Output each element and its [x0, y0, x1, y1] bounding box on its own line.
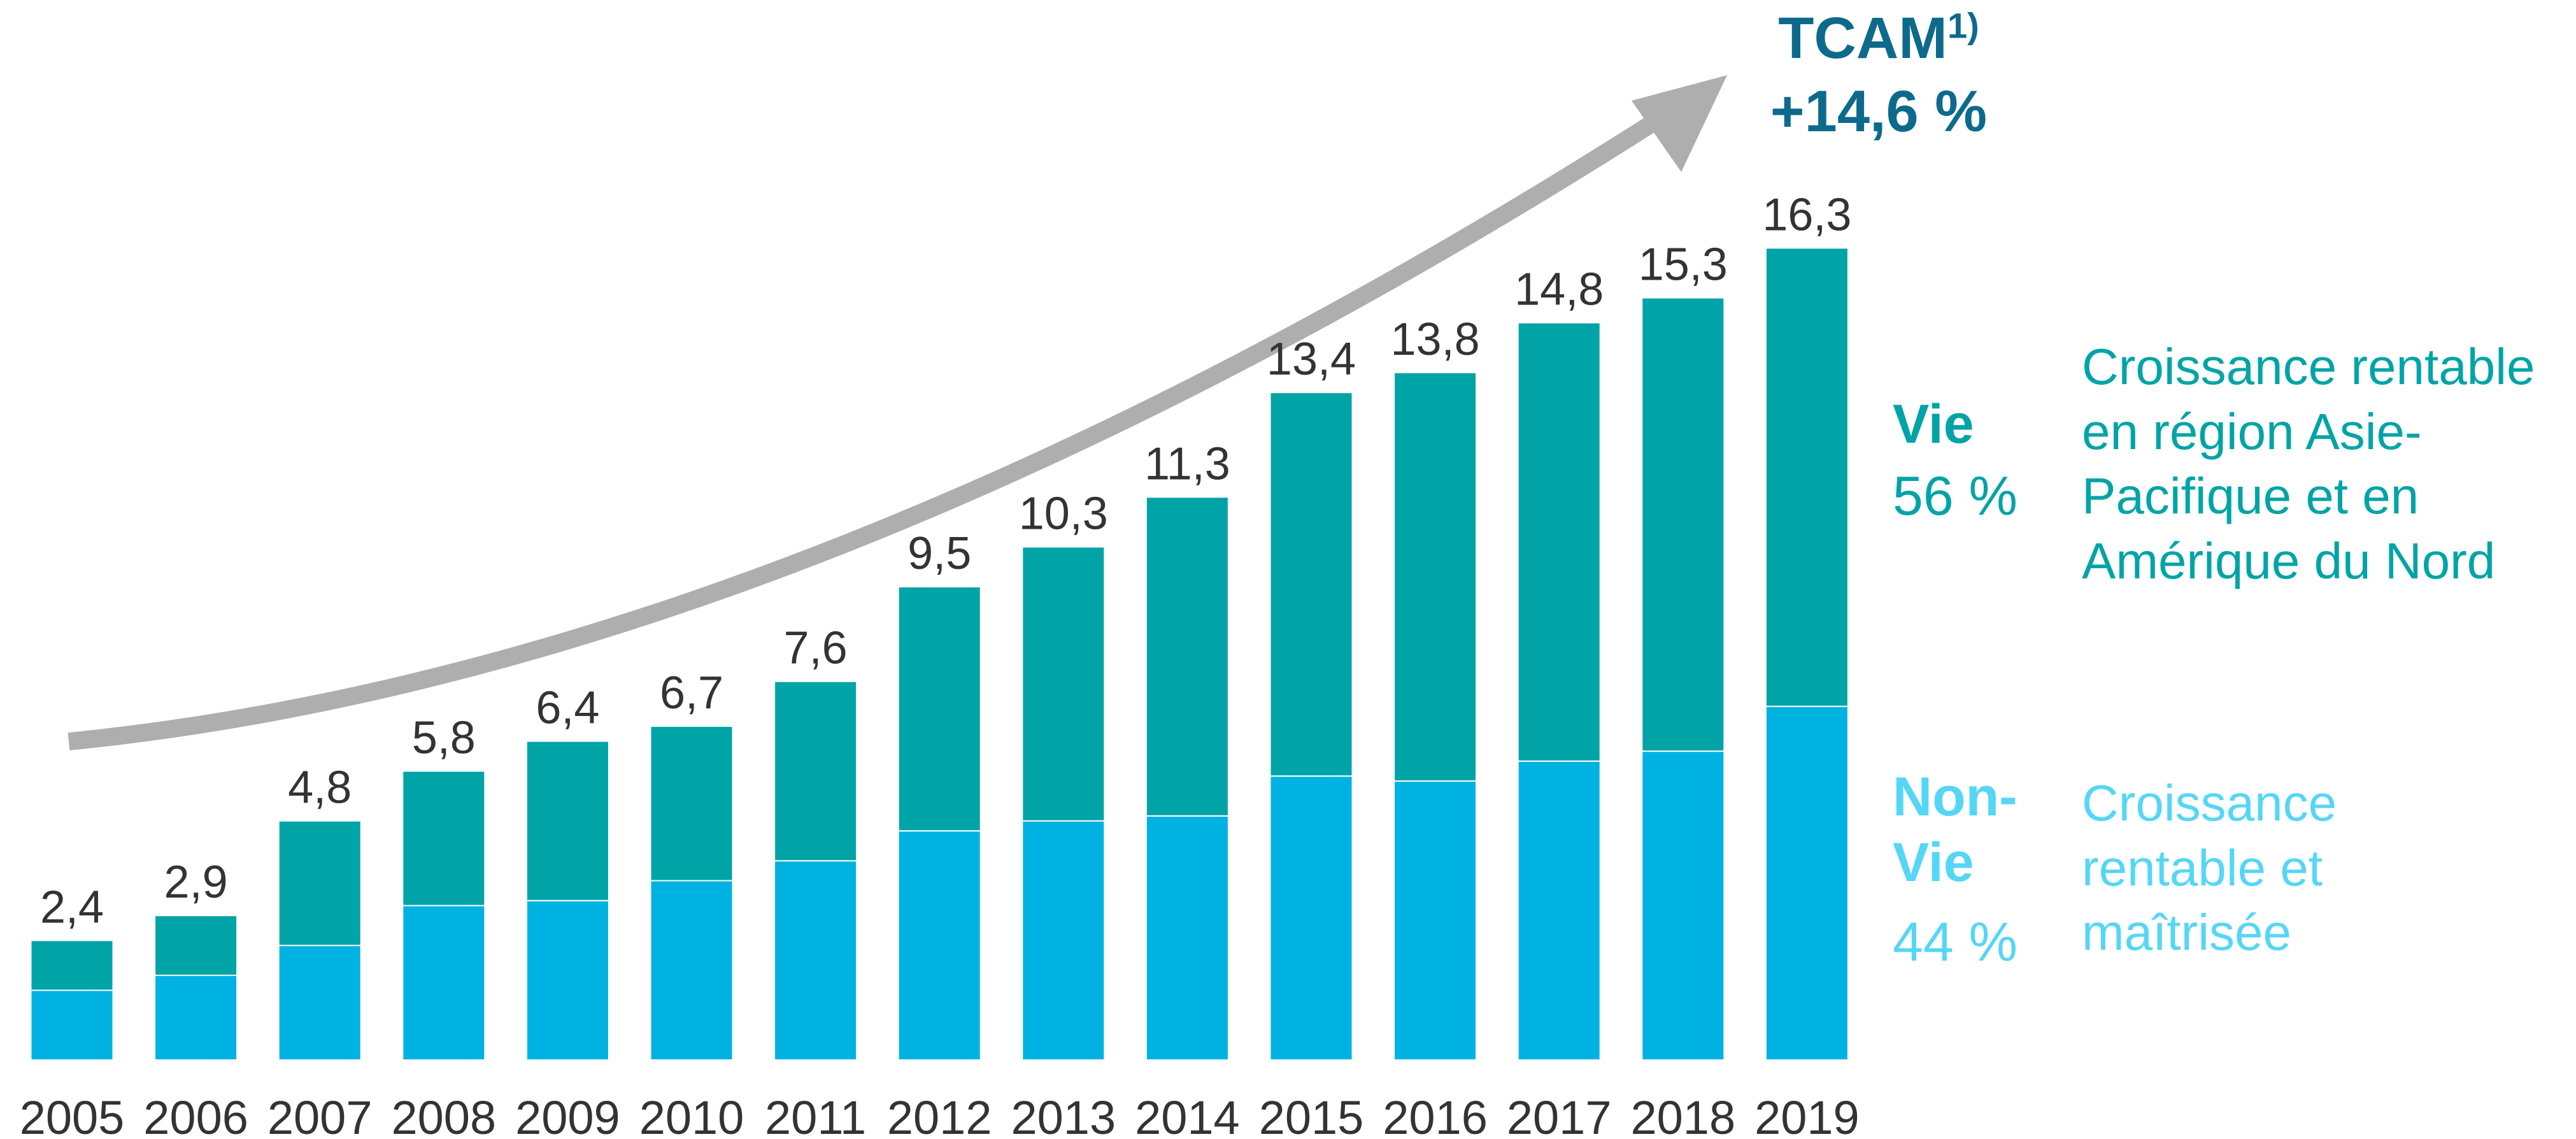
footnote-mark: 1) — [1947, 5, 1979, 46]
bar-segment — [774, 680, 858, 862]
total-label: 7,6 — [784, 623, 848, 674]
total-label: 14,8 — [1514, 264, 1604, 315]
bar-segment — [30, 940, 114, 991]
bar-segment — [402, 770, 486, 906]
x-tick-label: 2011 — [765, 1091, 866, 1139]
x-tick-label: 2014 — [1135, 1091, 1240, 1139]
note-line: Pacifique et en — [2082, 468, 2419, 525]
total-label: 6,7 — [660, 668, 723, 719]
total-label: 11,3 — [1144, 438, 1230, 489]
total-label: 10,3 — [1019, 489, 1108, 540]
x-tick-label: 2008 — [391, 1091, 496, 1139]
note-line: Croissance — [2082, 775, 2337, 831]
total-label: 9,5 — [907, 528, 971, 579]
x-tick-label: 2015 — [1259, 1091, 1364, 1139]
bar-segment — [525, 740, 609, 901]
growth-arrow — [68, 113, 1661, 750]
bar-segment — [525, 899, 609, 1061]
series-share: 44 % — [1893, 912, 2018, 973]
total-label: 13,4 — [1267, 334, 1356, 385]
bar-segment — [774, 860, 858, 1061]
bar-segment — [1269, 775, 1353, 1061]
note-line: rentable et — [2082, 839, 2323, 896]
bar-segment — [1021, 546, 1106, 822]
bar-segment — [1393, 371, 1477, 782]
bar-segment — [1517, 322, 1601, 762]
total-label: 2,9 — [164, 857, 228, 908]
bar-segment — [650, 726, 734, 882]
bar-segment — [1765, 247, 1849, 707]
bar-segment — [1021, 820, 1106, 1061]
x-tick-label: 2005 — [20, 1091, 125, 1139]
total-label: 15,3 — [1639, 240, 1728, 290]
x-tick-label: 2018 — [1630, 1091, 1735, 1139]
bar-segment — [1517, 760, 1601, 1061]
bar-segment — [1641, 750, 1725, 1061]
total-label: 5,8 — [412, 712, 476, 763]
bar-segment — [1765, 705, 1849, 1061]
total-label: 16,3 — [1762, 189, 1851, 240]
arrow-head — [1632, 75, 1727, 172]
series-share: 56 % — [1893, 466, 2018, 527]
bar-segment — [402, 905, 486, 1061]
bar-segment — [1145, 496, 1229, 817]
bar-segment — [1641, 297, 1725, 752]
bar-segment — [30, 989, 114, 1061]
total-label: 4,8 — [288, 763, 352, 813]
bar-segment — [154, 975, 238, 1061]
bar-segment — [650, 880, 734, 1061]
x-tick-label: 2010 — [639, 1091, 744, 1139]
bar-segment — [278, 820, 362, 947]
x-tick-label: 2012 — [887, 1091, 992, 1139]
x-tick-label: 2009 — [515, 1091, 620, 1139]
bar-segment — [278, 945, 362, 1061]
series-name: Vie — [1893, 394, 1974, 455]
series-name: Non-Vie — [1893, 766, 2017, 894]
cagr-value: +14,6 % — [1770, 79, 1988, 144]
bar-segment — [1145, 815, 1229, 1061]
bar-segment — [1393, 780, 1477, 1061]
bar-segment — [154, 915, 238, 977]
series-note: Croissance rentable en région Asie- Pacifi… — [2082, 334, 2535, 593]
note-line: maîtrisée — [2082, 904, 2291, 961]
x-tick-label: 2016 — [1383, 1091, 1488, 1139]
x-tick-label: 2007 — [267, 1091, 373, 1139]
note-line: Amérique du Nord — [2082, 532, 2496, 589]
note-line: en région Asie- — [2082, 403, 2422, 460]
bar-segment — [1269, 392, 1353, 777]
total-label: 2,4 — [40, 882, 104, 933]
cagr-title: TCAM1) — [1770, 3, 1987, 73]
series-note: Croissance rentable et maîtrisée — [2082, 771, 2337, 965]
note-line: Croissance rentable — [2082, 338, 2535, 395]
x-tick-label: 2013 — [1011, 1091, 1116, 1139]
x-tick-label: 2006 — [143, 1091, 248, 1139]
total-label: 13,8 — [1391, 314, 1480, 365]
total-label: 6,4 — [536, 683, 599, 734]
x-tick-label: 2017 — [1507, 1091, 1612, 1139]
x-tick-label: 2019 — [1754, 1091, 1860, 1139]
cagr-name: TCAM — [1778, 6, 1947, 71]
bar-segment — [897, 830, 981, 1061]
bar-segment — [897, 586, 981, 832]
